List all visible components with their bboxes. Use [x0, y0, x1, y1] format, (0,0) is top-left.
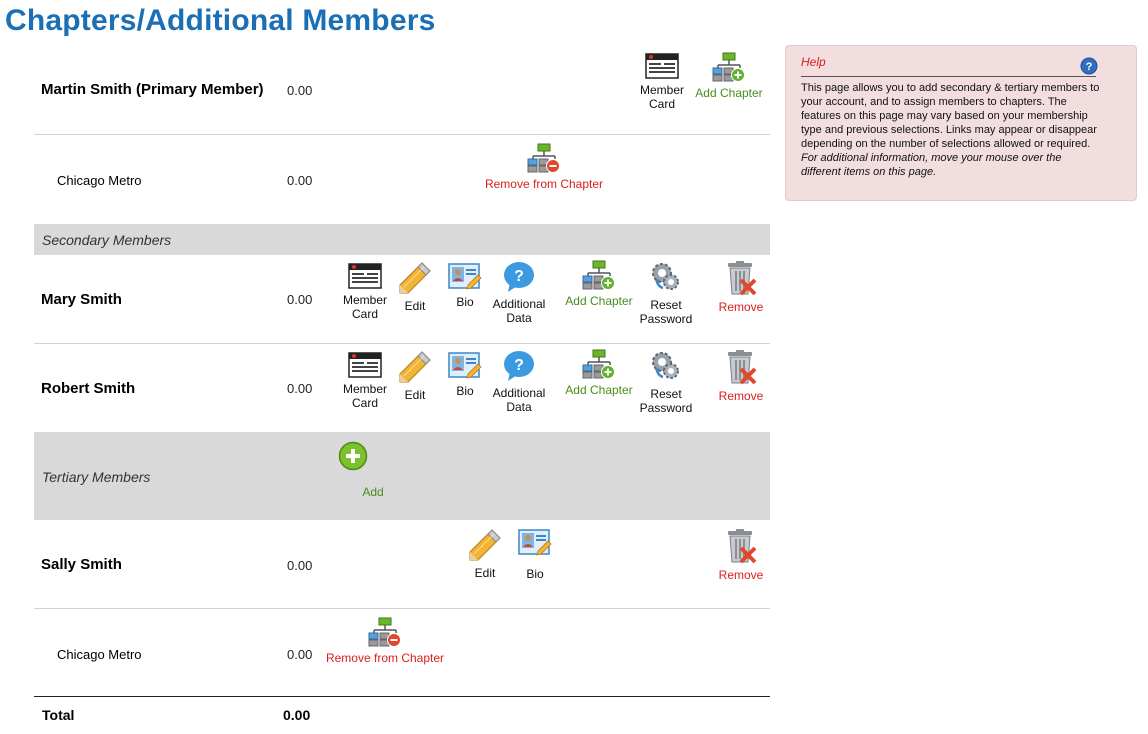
primary-member-row: Martin Smith (Primary Member) 0.00 Membe… — [34, 44, 770, 135]
additional-data-icon — [502, 350, 536, 382]
edit-pencil-icon — [398, 261, 432, 295]
secondary-members-header: Secondary Members — [34, 224, 770, 255]
member-card-button[interactable]: Member Card — [339, 263, 391, 321]
bio-icon — [448, 352, 482, 380]
additional-data-button[interactable]: Additional Data — [489, 350, 549, 414]
member-name: Sally Smith — [41, 556, 122, 573]
member-name: Robert Smith — [41, 380, 136, 397]
member-amount: 0.00 — [287, 83, 313, 98]
chapter-amount: 0.00 — [287, 173, 313, 188]
reset-password-button[interactable]: Reset Password — [636, 260, 696, 326]
reset-password-button[interactable]: Reset Password — [636, 349, 696, 415]
reset-password-icon — [649, 260, 683, 294]
add-tertiary-member-button[interactable]: Add — [334, 441, 412, 499]
member-name: Mary Smith — [41, 291, 122, 308]
bio-button[interactable]: Bio — [445, 352, 485, 398]
add-chapter-button[interactable]: Add Chapter — [562, 349, 636, 397]
chapter-name: Chicago Metro — [57, 173, 142, 188]
bio-button[interactable]: Bio — [515, 529, 555, 581]
chapter-amount: 0.00 — [287, 647, 313, 662]
help-question-icon[interactable] — [1080, 57, 1098, 75]
add-chapter-icon — [582, 349, 616, 379]
member-amount: 0.00 — [287, 558, 313, 573]
secondary-member-row: Robert Smith 0.00 Member Card Edit Bio A… — [34, 344, 770, 432]
bio-icon — [448, 263, 482, 291]
help-title: Help — [801, 55, 826, 69]
total-row: Total 0.00 — [34, 696, 770, 734]
chapter-name: Chicago Metro — [57, 647, 142, 662]
add-plus-icon — [338, 441, 368, 471]
remove-trash-icon — [724, 260, 758, 296]
edit-button[interactable]: Edit — [395, 261, 435, 313]
help-panel: Help This page allows you to add seconda… — [785, 45, 1137, 201]
member-card-button[interactable]: Member Card — [636, 53, 688, 111]
members-table: Martin Smith (Primary Member) 0.00 Membe… — [34, 44, 770, 698]
member-amount: 0.00 — [287, 292, 313, 307]
section-label: Secondary Members — [42, 232, 172, 248]
additional-data-button[interactable]: Additional Data — [489, 261, 549, 325]
section-label: Tertiary Members — [42, 469, 151, 485]
chapter-row: Chicago Metro 0.00 Remove from Chapter — [34, 609, 770, 698]
member-name: Martin Smith (Primary Member) — [41, 81, 264, 98]
edit-button[interactable]: Edit — [395, 350, 435, 402]
help-text: This page allows you to add secondary & … — [801, 82, 1100, 178]
add-chapter-button[interactable]: Add Chapter — [692, 52, 766, 100]
total-label: Total — [42, 707, 75, 723]
help-divider — [801, 76, 1096, 77]
edit-pencil-icon — [398, 350, 432, 384]
total-value: 0.00 — [283, 707, 311, 723]
add-chapter-icon — [712, 52, 746, 82]
remove-chapter-icon — [527, 143, 561, 173]
add-chapter-button[interactable]: Add Chapter — [562, 260, 636, 308]
remove-button[interactable]: Remove — [713, 528, 769, 582]
remove-chapter-icon — [368, 617, 402, 647]
tertiary-members-header: Tertiary Members Add — [34, 432, 770, 520]
add-chapter-icon — [582, 260, 616, 290]
additional-data-icon — [502, 261, 536, 293]
secondary-member-row: Mary Smith 0.00 Member Card Edit Bio Add… — [34, 255, 770, 344]
remove-from-chapter-button[interactable]: Remove from Chapter — [325, 617, 445, 665]
member-card-button[interactable]: Member Card — [339, 352, 391, 410]
remove-button[interactable]: Remove — [713, 260, 769, 314]
edit-pencil-icon — [468, 528, 502, 562]
member-amount: 0.00 — [287, 381, 313, 396]
remove-from-chapter-button[interactable]: Remove from Chapter — [484, 143, 604, 191]
edit-button[interactable]: Edit — [465, 528, 505, 580]
member-card-icon — [348, 352, 382, 378]
bio-button[interactable]: Bio — [445, 263, 485, 309]
remove-trash-icon — [724, 528, 758, 564]
tertiary-member-row: Sally Smith 0.00 Edit Bio Remove — [34, 520, 770, 609]
remove-button[interactable]: Remove — [713, 349, 769, 403]
member-card-icon — [645, 53, 679, 79]
remove-trash-icon — [724, 349, 758, 385]
member-card-icon — [348, 263, 382, 289]
reset-password-icon — [649, 349, 683, 383]
bio-icon — [518, 529, 552, 557]
chapter-row: Chicago Metro 0.00 Remove from Chapter — [34, 135, 770, 224]
page-title: Chapters/Additional Members — [5, 4, 436, 37]
